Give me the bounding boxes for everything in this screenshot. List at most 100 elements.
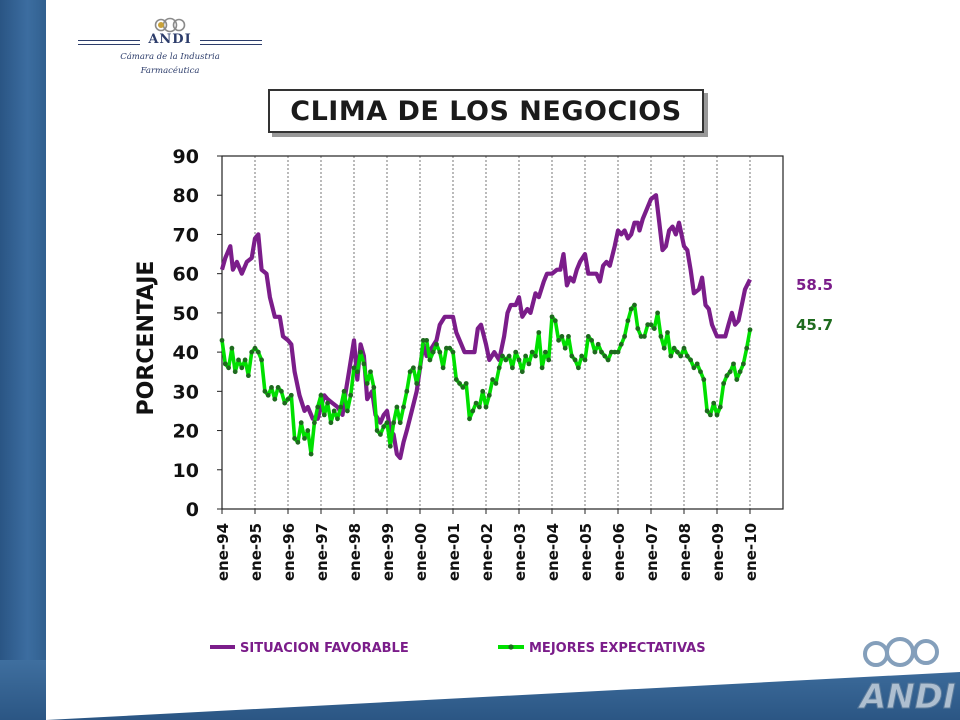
data-point-expectativas <box>661 345 667 351</box>
data-point-expectativas <box>556 337 561 343</box>
data-point-expectativas <box>546 357 552 363</box>
data-point-expectativas <box>483 404 489 410</box>
legend-label-expectativas: MEJORES EXPECTATIVAS <box>529 641 706 656</box>
data-point-expectativas <box>414 381 420 386</box>
chart-legend: SITUACION FAVORABLE MEJORES EXPECTATIVAS <box>210 641 706 656</box>
data-point-expectativas <box>305 428 311 433</box>
data-point-expectativas <box>493 381 499 386</box>
data-point-expectativas <box>648 322 654 328</box>
data-point-expectativas <box>523 353 528 359</box>
data-point-expectativas <box>272 396 278 402</box>
data-point-expectativas <box>490 377 495 382</box>
data-point-expectativas <box>734 377 740 382</box>
x-tick-label: ene-98 <box>346 523 364 581</box>
data-point-expectativas <box>444 345 449 351</box>
data-point-expectativas <box>255 349 261 355</box>
data-point-expectativas <box>602 353 608 359</box>
data-point-expectativas <box>371 385 377 390</box>
data-point-expectativas <box>589 337 594 343</box>
data-point-expectativas <box>526 361 532 367</box>
x-tick-label: ene-06 <box>610 523 628 581</box>
series-line-expectativas <box>220 303 752 456</box>
andi-logo: ANDI Cámara de la Industria Farmacéutica <box>78 14 262 84</box>
data-point-expectativas <box>249 349 255 355</box>
y-tick-label: 80 <box>173 185 199 207</box>
data-point-expectativas <box>642 334 647 339</box>
data-point-expectativas <box>470 408 476 414</box>
data-point-expectativas <box>265 392 271 398</box>
data-point-expectativas <box>628 306 634 312</box>
x-tick-label: ene-01 <box>445 523 463 581</box>
data-point-expectativas <box>437 349 443 355</box>
data-point-expectativas <box>229 345 235 351</box>
data-point-expectativas <box>397 420 403 426</box>
x-tick-label: ene-04 <box>544 523 562 581</box>
logo-name: ANDI <box>148 32 192 47</box>
data-point-expectativas <box>440 365 446 371</box>
data-point-expectativas <box>401 404 406 410</box>
data-point-expectativas <box>328 420 334 426</box>
data-point-expectativas <box>566 334 571 339</box>
bottom-decorative-bar <box>0 660 960 720</box>
data-point-expectativas <box>529 349 535 355</box>
data-point-expectativas <box>519 369 525 375</box>
data-point-expectativas <box>269 385 274 390</box>
data-point-expectativas <box>285 396 291 402</box>
data-point-expectativas <box>404 388 410 394</box>
series-line-situacion <box>219 193 752 461</box>
y-tick-label: 50 <box>173 303 199 325</box>
data-point-expectativas <box>612 349 618 355</box>
data-point-expectativas <box>691 365 697 371</box>
x-tick-label: ene-09 <box>709 523 727 581</box>
last-value-situacion: 58.5 <box>796 276 833 294</box>
data-point-expectativas <box>298 420 304 426</box>
data-point-expectativas <box>562 345 568 351</box>
data-point-expectativas <box>711 400 717 406</box>
data-point-expectativas <box>232 369 238 375</box>
data-point-expectativas <box>420 337 426 343</box>
data-point-expectativas <box>539 365 545 371</box>
data-point-expectativas <box>411 365 416 371</box>
x-tick-label: ene-95 <box>247 523 265 581</box>
y-tick-label: 20 <box>173 421 199 443</box>
x-tick-label: ene-03 <box>511 523 529 581</box>
data-point-expectativas <box>721 381 726 386</box>
x-tick-label: ene-05 <box>577 523 595 581</box>
data-point-expectativas <box>625 318 631 324</box>
data-point-expectativas <box>364 381 370 386</box>
x-tick-label: ene-94 <box>214 523 232 581</box>
data-point-expectativas <box>671 345 677 351</box>
logo-subtitle-line1: Cámara de la Industria <box>120 52 220 62</box>
x-tick-label: ene-07 <box>643 523 661 581</box>
data-point-expectativas <box>295 439 301 445</box>
data-point-expectativas <box>321 412 327 418</box>
data-point-expectativas <box>348 392 354 398</box>
data-point-expectativas <box>698 369 703 375</box>
data-point-expectativas <box>417 365 423 371</box>
y-tick-label: 40 <box>173 342 199 364</box>
data-point-expectativas <box>259 357 264 363</box>
data-point-expectativas <box>486 392 492 398</box>
data-point-expectativas <box>447 345 453 351</box>
data-point-expectativas <box>727 369 733 375</box>
y-tick-label: 0 <box>186 499 199 521</box>
data-point-expectativas <box>335 416 340 422</box>
data-point-expectativas <box>510 365 515 371</box>
data-point-expectativas <box>536 330 542 335</box>
data-point-expectativas <box>559 334 565 339</box>
legend-label-situacion: SITUACION FAVORABLE <box>240 641 409 656</box>
data-point-expectativas <box>572 357 578 363</box>
data-point-expectativas <box>658 334 664 339</box>
data-point-expectativas <box>552 318 558 324</box>
data-point-expectativas <box>516 357 522 363</box>
data-point-expectativas <box>747 327 753 333</box>
data-point-expectativas <box>302 436 307 441</box>
data-point-expectativas <box>708 412 713 418</box>
data-point-expectativas <box>651 326 657 331</box>
data-point-expectativas <box>724 373 730 379</box>
logo-rule-right <box>200 40 262 45</box>
data-point-expectativas <box>288 392 294 398</box>
left-decorative-bar <box>0 0 46 720</box>
andi-logo-rings-icon <box>154 17 186 33</box>
